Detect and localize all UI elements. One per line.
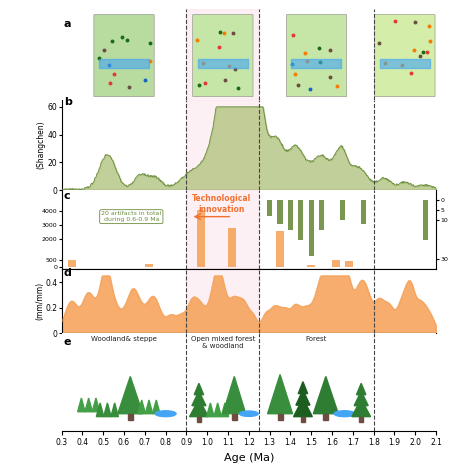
Polygon shape bbox=[190, 399, 208, 417]
Polygon shape bbox=[197, 417, 201, 421]
Ellipse shape bbox=[239, 411, 258, 416]
Bar bbox=[309, 200, 314, 255]
Polygon shape bbox=[293, 398, 312, 417]
Bar bbox=[186, 190, 259, 269]
Polygon shape bbox=[352, 399, 371, 417]
Text: b: b bbox=[64, 98, 72, 108]
Text: 20 artifacts in total
during 0.6-0.9 Ma: 20 artifacts in total during 0.6-0.9 Ma bbox=[101, 211, 161, 222]
Polygon shape bbox=[96, 403, 104, 417]
Bar bbox=[186, 9, 259, 100]
Polygon shape bbox=[153, 400, 160, 414]
Text: d: d bbox=[64, 268, 72, 278]
Ellipse shape bbox=[155, 411, 176, 417]
Polygon shape bbox=[221, 403, 228, 417]
Bar bbox=[267, 200, 272, 216]
Bar bbox=[186, 269, 259, 333]
FancyBboxPatch shape bbox=[94, 14, 154, 97]
Polygon shape bbox=[85, 398, 92, 412]
Bar bbox=[145, 264, 153, 266]
Text: a: a bbox=[64, 18, 71, 28]
Bar bbox=[319, 200, 324, 230]
Text: Woodland& steppe: Woodland& steppe bbox=[91, 337, 157, 342]
Y-axis label: (mm/mm): (mm/mm) bbox=[35, 283, 44, 320]
Polygon shape bbox=[278, 414, 283, 419]
Text: Forest: Forest bbox=[306, 337, 327, 342]
Polygon shape bbox=[301, 417, 305, 421]
Bar bbox=[276, 230, 284, 266]
Bar bbox=[228, 228, 237, 266]
Polygon shape bbox=[78, 398, 85, 412]
Polygon shape bbox=[138, 400, 146, 414]
Bar bbox=[307, 264, 315, 266]
FancyBboxPatch shape bbox=[375, 14, 435, 97]
Polygon shape bbox=[145, 400, 153, 414]
Polygon shape bbox=[354, 391, 368, 406]
Bar bbox=[277, 200, 283, 224]
Ellipse shape bbox=[334, 411, 355, 417]
Polygon shape bbox=[296, 390, 310, 405]
Polygon shape bbox=[298, 382, 308, 393]
Polygon shape bbox=[267, 374, 292, 414]
Polygon shape bbox=[111, 403, 118, 417]
Text: Technological
innovation: Technological innovation bbox=[192, 194, 251, 214]
Bar bbox=[423, 200, 428, 240]
Polygon shape bbox=[313, 376, 338, 414]
Polygon shape bbox=[207, 403, 214, 417]
Polygon shape bbox=[104, 403, 111, 417]
Bar bbox=[345, 261, 353, 266]
Polygon shape bbox=[232, 414, 237, 419]
Bar bbox=[68, 260, 76, 266]
Polygon shape bbox=[356, 383, 366, 395]
Bar bbox=[332, 260, 340, 266]
Polygon shape bbox=[128, 414, 133, 419]
Y-axis label: (Shangchen): (Shangchen) bbox=[36, 121, 45, 169]
Bar bbox=[340, 200, 345, 220]
FancyBboxPatch shape bbox=[286, 14, 346, 97]
Bar bbox=[361, 200, 366, 224]
Polygon shape bbox=[118, 376, 143, 414]
FancyBboxPatch shape bbox=[192, 14, 253, 97]
Polygon shape bbox=[223, 376, 246, 414]
Text: e: e bbox=[64, 337, 71, 347]
Bar bbox=[288, 200, 293, 230]
Polygon shape bbox=[194, 383, 204, 395]
Text: Open mixed forest
& woodland: Open mixed forest & woodland bbox=[191, 337, 255, 349]
Polygon shape bbox=[214, 403, 221, 417]
Polygon shape bbox=[192, 391, 206, 406]
Polygon shape bbox=[323, 414, 328, 419]
Bar bbox=[186, 100, 259, 190]
Bar bbox=[298, 200, 303, 240]
Bar bbox=[197, 210, 205, 266]
Polygon shape bbox=[359, 417, 363, 421]
X-axis label: Age (Ma): Age (Ma) bbox=[224, 453, 274, 463]
Text: c: c bbox=[64, 191, 70, 201]
Polygon shape bbox=[92, 398, 100, 412]
